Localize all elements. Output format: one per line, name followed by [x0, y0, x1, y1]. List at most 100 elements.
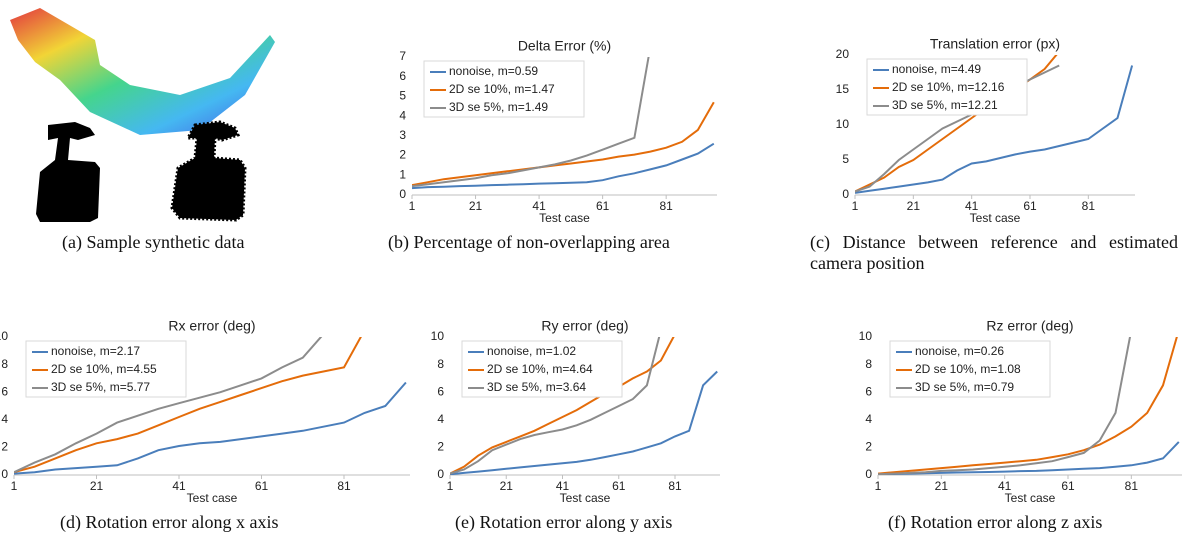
y-tick-label: 6 [865, 384, 872, 398]
x-tick-label: 61 [596, 199, 610, 213]
legend-box [25, 340, 187, 398]
y-tick-label: 2 [1, 440, 8, 454]
chart-title: Ry error (deg) [541, 318, 628, 334]
x-tick-label: 61 [255, 479, 269, 493]
x-tick-label: 1 [447, 479, 454, 493]
y-tick-label: 2 [865, 440, 872, 454]
caption: (d) Rotation error along x axis [60, 512, 279, 532]
chart: Rx error (deg) 0 2 4 6 8 10 1 21 41 61 81 Test case n… [0, 318, 410, 505]
x-tick-label: 1 [409, 199, 416, 213]
y-tick-label: 4 [865, 412, 872, 426]
series-line [450, 337, 675, 475]
y-tick-label: 2 [437, 440, 444, 454]
legend-label: 2D se 10%, m=1.08 [915, 362, 1021, 376]
y-tick-label: 5 [842, 152, 849, 166]
y-tick-label: 6 [399, 69, 406, 83]
y-tick-label: 8 [437, 357, 444, 371]
x-tick-label: 1 [11, 479, 18, 493]
caption: (e) Rotation error along y axis [455, 512, 673, 532]
x-axis-title: Test case [970, 211, 1021, 225]
legend-label: 3D se 5%, m=3.64 [487, 380, 586, 394]
x-tick-label: 21 [935, 479, 949, 493]
chart-title: Rx error (deg) [168, 318, 255, 334]
series-line [878, 441, 1180, 475]
series-line [412, 57, 650, 188]
series-line [14, 337, 362, 474]
y-tick-label: 8 [865, 357, 872, 371]
x-tick-label: 61 [1023, 199, 1037, 213]
series-line [450, 370, 718, 475]
y-tick-label: 0 [842, 187, 849, 201]
y-tick-label: 0 [1, 467, 8, 481]
y-tick-label: 10 [431, 329, 445, 343]
y-tick-label: 4 [437, 412, 444, 426]
x-tick-label: 41 [998, 479, 1012, 493]
legend-label: 2D se 10%, m=1.47 [449, 82, 555, 96]
chart: Rz error (deg) 0 2 4 6 8 10 1 21 41 61 81 Test case n… [859, 318, 1182, 505]
y-tick-label: 0 [399, 187, 406, 201]
legend-label: nonoise, m=0.59 [449, 64, 538, 78]
x-tick-label: 81 [659, 199, 673, 213]
legend-label: 2D se 10%, m=12.16 [892, 80, 1005, 94]
legend-label: 2D se 10%, m=4.64 [487, 362, 593, 376]
y-tick-label: 2 [399, 148, 406, 162]
series-line [878, 337, 1178, 475]
x-tick-label: 41 [532, 199, 546, 213]
chart-title: Translation error (px) [930, 36, 1060, 52]
x-tick-label: 21 [90, 479, 104, 493]
x-tick-label: 81 [337, 479, 351, 493]
x-tick-label: 81 [1125, 479, 1139, 493]
sample-image [10, 8, 275, 222]
x-axis-title: Test case [1005, 491, 1056, 505]
legend-box [461, 340, 623, 398]
y-tick-label: 8 [1, 357, 8, 371]
series-line [855, 65, 1134, 194]
series-line [450, 337, 661, 475]
y-tick-label: 4 [1, 412, 8, 426]
legend-label: nonoise, m=4.49 [892, 62, 981, 76]
legend-label: nonoise, m=1.02 [487, 344, 576, 358]
legend-box [866, 58, 1028, 116]
legend-label: nonoise, m=0.26 [915, 344, 1004, 358]
x-tick-label: 21 [907, 199, 921, 213]
caption: (c) Distance between reference and estim… [810, 232, 1178, 273]
chart-title: Rz error (deg) [986, 318, 1073, 334]
legend-label: 3D se 5%, m=5.77 [51, 380, 150, 394]
series-line [412, 142, 715, 190]
series-line [412, 101, 715, 187]
series-line [14, 381, 407, 475]
y-tick-label: 10 [836, 117, 850, 131]
y-tick-label: 4 [399, 108, 406, 122]
x-tick-label: 1 [875, 479, 882, 493]
chart-title: Delta Error (%) [518, 38, 611, 54]
y-tick-label: 15 [836, 82, 850, 96]
series-line [14, 337, 323, 474]
caption: (b) Percentage of non-overlapping area [388, 232, 670, 252]
x-tick-label: 21 [500, 479, 514, 493]
x-tick-label: 81 [668, 479, 682, 493]
legend-box [423, 60, 585, 118]
legend-box [889, 340, 1051, 398]
legend-label: 2D se 10%, m=4.55 [51, 362, 157, 376]
chart: Ry error (deg) 0 2 4 6 8 10 1 21 41 61 81 Test case n… [431, 318, 720, 505]
y-tick-label: 10 [0, 329, 8, 343]
caption: (f) Rotation error along z axis [888, 512, 1103, 532]
x-tick-label: 41 [965, 199, 979, 213]
x-tick-label: 61 [1061, 479, 1075, 493]
legend-label: 3D se 5%, m=1.49 [449, 100, 548, 114]
y-tick-label: 6 [1, 384, 8, 398]
series-line [878, 337, 1132, 475]
x-tick-label: 41 [556, 479, 570, 493]
x-tick-label: 41 [172, 479, 186, 493]
caption: (a) Sample synthetic data [62, 232, 245, 252]
y-tick-label: 10 [859, 329, 873, 343]
x-tick-label: 1 [852, 199, 859, 213]
legend-label: 3D se 5%, m=12.21 [892, 98, 998, 112]
y-tick-label: 0 [437, 467, 444, 481]
y-tick-label: 20 [836, 47, 850, 61]
x-tick-label: 61 [612, 479, 626, 493]
y-tick-label: 6 [437, 384, 444, 398]
x-tick-label: 21 [469, 199, 483, 213]
